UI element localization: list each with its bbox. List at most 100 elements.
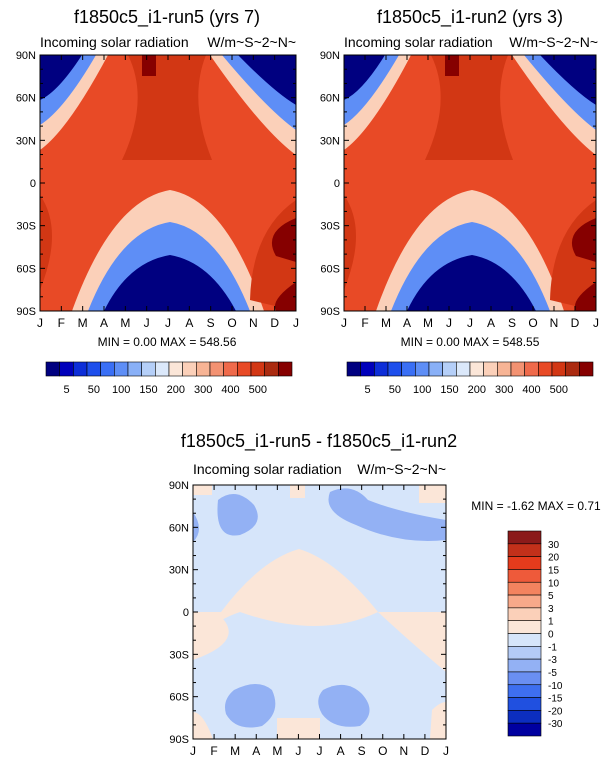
- colorbar-diff-label: -10: [548, 681, 563, 692]
- colorbar-diff-label: -30: [548, 719, 563, 730]
- diff-x-tick-label: J: [317, 744, 323, 758]
- run2-contour-north-200: [344, 55, 596, 155]
- colorbar-diff-label: 5: [548, 591, 554, 602]
- diff-x-tick-label: D: [421, 744, 430, 758]
- diff-contour-positive-equator: [193, 549, 446, 640]
- colorbar-diff-box: [507, 671, 542, 686]
- colorbar-diff-box: [507, 543, 542, 557]
- run5-x-tick-label: J: [293, 316, 299, 330]
- diff-contour-positive-south-edge: [193, 702, 446, 739]
- colorbar-diff-label: -5: [548, 668, 557, 679]
- colorbar-run5-box: [127, 361, 142, 377]
- diff-y-tick-label: 60N: [169, 522, 189, 534]
- colorbar-diff-label: -3: [548, 655, 557, 666]
- colorbar-run5-label: 300: [194, 384, 212, 396]
- diff-y-tick-label: 0: [183, 607, 189, 619]
- diff-x-tick-label: J: [443, 744, 449, 758]
- colorbar-run5-box: [45, 361, 60, 377]
- colorbar-run5-label: 150: [139, 384, 157, 396]
- colorbar-run2-box: [401, 361, 416, 377]
- colorbar-run2-box: [565, 361, 580, 377]
- run5-contour-south-summer-peak: [271, 218, 296, 311]
- run5-x-tick-label: S: [207, 316, 215, 330]
- run2-x-tick-label: O: [528, 316, 537, 330]
- colorbar-run5-box: [278, 361, 293, 377]
- run5-x-tick-label: M: [120, 316, 130, 330]
- panel-run2-contours: [344, 55, 596, 311]
- run5-x-tick-label: M: [78, 316, 88, 330]
- colorbar-diff-label: 20: [548, 553, 560, 564]
- run5-contour-south-5: [104, 255, 236, 311]
- colorbar-run2-label: 500: [550, 384, 568, 396]
- diff-y-tick-label: 90N: [169, 480, 189, 492]
- run2-x-tick-label: J: [593, 316, 599, 330]
- diff-contour-negative-north-west: [217, 494, 258, 536]
- colorbar-run5-label: 400: [221, 384, 239, 396]
- diff-x-tick-label: F: [210, 744, 217, 758]
- panel-diff: f1850c5_i1-run5 - f1850c5_i1-run2 Incomi…: [169, 431, 601, 758]
- run5-x-tick-label: J: [144, 316, 150, 330]
- colorbar-run2-box: [551, 361, 566, 377]
- colorbar-diff-box: [507, 594, 542, 609]
- colorbar-run5-box: [73, 361, 88, 377]
- colorbar-run2-box: [360, 361, 375, 377]
- colorbar-run5-box: [237, 361, 252, 377]
- run2-x-tick-label: A: [403, 316, 411, 330]
- colorbar-diff-label: 30: [548, 540, 560, 551]
- colorbar-diff-box: [507, 722, 542, 737]
- colorbar-run2-label: 150: [440, 384, 458, 396]
- diff-x-tick-label: J: [295, 744, 301, 758]
- diff-x-tick-label: O: [378, 744, 387, 758]
- colorbar-diff-label: 0: [548, 630, 554, 641]
- panel-run5-variable: Incoming solar radiation: [40, 34, 189, 50]
- colorbar-run2-label: 200: [468, 384, 486, 396]
- colorbar-run5-box: [100, 361, 115, 377]
- panel-run5: f1850c5_i1-run5 (yrs 7) Incoming solar r…: [16, 7, 299, 349]
- run5-contour-north-200: [40, 55, 296, 155]
- panel-run2-variable: Incoming solar radiation: [344, 34, 493, 50]
- colorbar-diff-box: [507, 658, 542, 673]
- diff-contour-positive-north-edge: [193, 485, 446, 503]
- diff-y-tick-label: 30N: [169, 565, 189, 577]
- diff-contour-positive-tropics-south: [193, 612, 446, 672]
- colorbar-diff-label: -15: [548, 694, 563, 705]
- run2-x-tick-label: F: [361, 316, 368, 330]
- diff-x-tick-label: M: [230, 744, 240, 758]
- panel-run2: f1850c5_i1-run2 (yrs 3) Incoming solar r…: [320, 7, 599, 349]
- diff-x-tick-label: N: [399, 744, 408, 758]
- colorbar-run2-box: [538, 361, 553, 377]
- colorbar-run2-box: [428, 361, 443, 377]
- run5-y-tick-label: 90N: [16, 50, 36, 62]
- run2-x-tick-label: S: [508, 316, 516, 330]
- run5-y-tick-label: 60S: [16, 263, 36, 275]
- diff-x-tick-label: J: [190, 744, 196, 758]
- run5-x-tick-label: J: [165, 316, 171, 330]
- run2-contour-south-summer-peak: [571, 218, 596, 311]
- colorbar-run2-box: [579, 361, 594, 377]
- colorbar-run5-label: 50: [88, 384, 100, 396]
- run5-x-tick-label: F: [58, 316, 65, 330]
- run5-y-tick-label: 0: [30, 178, 36, 190]
- diff-y-tick-label: 60S: [169, 692, 189, 704]
- run2-y-tick-label: 60S: [320, 263, 340, 275]
- run2-y-tick-label: 0: [334, 178, 340, 190]
- run2-y-tick-label: 30N: [320, 135, 340, 147]
- colorbar-run2-box: [524, 361, 539, 377]
- colorbar-diff-label: 10: [548, 578, 560, 589]
- run2-contour-south-summer-max: [344, 195, 596, 311]
- panel-run2-minmax: MIN = 0.00 MAX = 548.55: [401, 335, 540, 349]
- run5-x-tick-label: J: [37, 316, 43, 330]
- diff-x-tick-label: S: [358, 744, 366, 758]
- colorbar-run2-box: [456, 361, 471, 377]
- panel-run5-minmax: MIN = 0.00 MAX = 548.56: [98, 335, 237, 349]
- colorbar-run5: 5 50 100 150 200 300 400 500: [45, 361, 293, 396]
- diff-contour-negative-south-west: [225, 684, 276, 728]
- colorbar-diff-label: 3: [548, 604, 554, 615]
- run2-x-tick-label: J: [446, 316, 452, 330]
- diff-y-tick-label: 30S: [169, 649, 189, 661]
- colorbar-run2-box: [442, 361, 457, 377]
- colorbar-run2-label: 300: [495, 384, 513, 396]
